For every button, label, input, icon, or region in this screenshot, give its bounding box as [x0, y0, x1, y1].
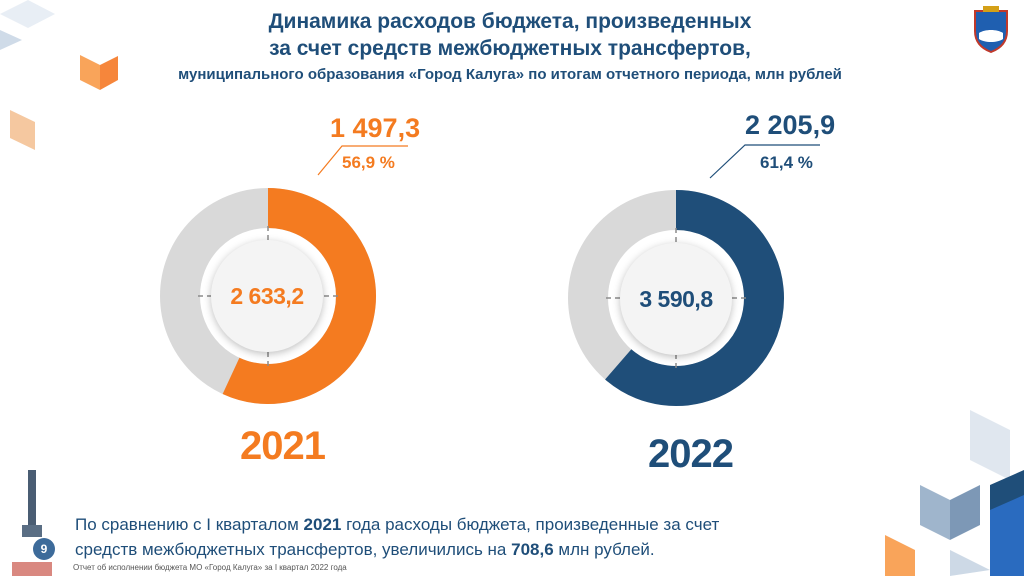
part-label-2022: 2 205,9: [745, 110, 836, 140]
title-line-3: муниципального образования «Город Калуга…: [178, 66, 842, 83]
year-label-2022: 2022: [648, 432, 734, 476]
summary-text-c: млн рублей.: [553, 540, 655, 559]
bottom-note: Отчет об исполнении бюджета МО «Город Ка…: [73, 563, 347, 572]
year-label-2021: 2021: [240, 424, 326, 468]
summary-text-b: года расходы бюджета, произведенные за с…: [75, 515, 720, 559]
leader-line-2022: [709, 144, 820, 179]
leader-line-2021: [317, 145, 408, 176]
summary-year: 2021: [303, 515, 342, 534]
coat-of-arms-icon: [974, 6, 1008, 53]
summary-text: По сравнению с I кварталом 2021 года рас…: [75, 512, 775, 562]
title-line-1: Динамика расходов бюджета, произведенных: [268, 10, 752, 33]
total-label-2022: 3 590,8: [620, 243, 732, 355]
share-label-2021: 56,9 %: [342, 153, 395, 172]
chart-title: Динамика расходов бюджета, произведенных…: [150, 8, 870, 86]
summary-text-a: По сравнению с I кварталом: [75, 515, 304, 534]
summary-amount: 708,6: [511, 540, 554, 559]
page-number: 9: [33, 538, 55, 560]
total-label-2021: 2 633,2: [211, 240, 323, 352]
decorative-cubes-left: [0, 0, 118, 150]
donut-slice-2022: [605, 190, 784, 406]
donut-slice-2021: [222, 188, 376, 404]
title-line-2: за счет средств межбюджетных трансфертов…: [269, 37, 751, 60]
part-label-2021: 1 497,3: [330, 113, 421, 143]
monument-graphic: [12, 470, 52, 576]
decorative-cubes-right: [885, 410, 1024, 576]
share-label-2022: 61,4 %: [760, 153, 813, 172]
